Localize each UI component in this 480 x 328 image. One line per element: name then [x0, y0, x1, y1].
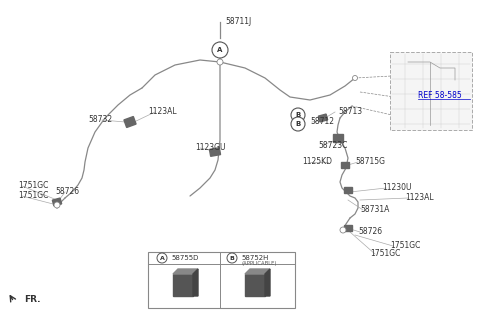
Text: 58726: 58726: [55, 188, 79, 196]
Text: 1123AL: 1123AL: [405, 194, 433, 202]
Text: 1123AL: 1123AL: [148, 108, 177, 116]
Text: 58732: 58732: [88, 115, 112, 125]
Bar: [344, 187, 352, 193]
Circle shape: [217, 59, 223, 65]
Text: B: B: [229, 256, 234, 260]
Circle shape: [291, 108, 305, 122]
Text: 58755D: 58755D: [171, 255, 198, 261]
Text: REF 58-585: REF 58-585: [418, 92, 462, 100]
Text: 58723C: 58723C: [318, 140, 348, 150]
Text: 11230U: 11230U: [382, 183, 411, 193]
Text: 58726: 58726: [358, 228, 382, 236]
Text: 58713: 58713: [338, 108, 362, 116]
Circle shape: [157, 253, 167, 263]
Bar: [390, 52, 472, 130]
Text: 58752H: 58752H: [241, 255, 268, 261]
Circle shape: [291, 117, 305, 131]
Circle shape: [227, 253, 237, 263]
Bar: [245, 274, 265, 296]
Bar: [333, 134, 343, 142]
Circle shape: [352, 75, 358, 80]
Polygon shape: [193, 269, 198, 296]
Bar: [124, 116, 136, 128]
Text: 58711J: 58711J: [225, 17, 251, 27]
Text: (APPLICABLE): (APPLICABLE): [241, 261, 276, 266]
Circle shape: [54, 202, 60, 208]
Text: A: A: [217, 47, 223, 53]
Text: 1751GC: 1751GC: [18, 192, 48, 200]
Text: 58712: 58712: [310, 117, 334, 127]
Bar: [173, 274, 193, 296]
Text: A: A: [159, 256, 165, 260]
Text: B: B: [295, 121, 300, 127]
Polygon shape: [173, 269, 198, 274]
Bar: [209, 148, 220, 156]
Text: 1123GU: 1123GU: [195, 144, 226, 153]
Text: 1751GC: 1751GC: [18, 180, 48, 190]
Bar: [344, 225, 352, 231]
Text: B: B: [295, 112, 300, 118]
Bar: [148, 252, 295, 308]
Text: 58731A: 58731A: [360, 206, 389, 215]
Bar: [52, 198, 61, 206]
Text: 58715G: 58715G: [355, 157, 385, 167]
Text: 1751GC: 1751GC: [370, 250, 400, 258]
Circle shape: [212, 42, 228, 58]
Polygon shape: [245, 269, 270, 274]
Bar: [341, 162, 349, 168]
Polygon shape: [265, 269, 270, 296]
Text: 1125KD: 1125KD: [302, 157, 332, 167]
Text: 1751GC: 1751GC: [390, 241, 420, 251]
Text: FR.: FR.: [24, 295, 40, 304]
Circle shape: [340, 227, 346, 233]
Bar: [318, 114, 328, 122]
